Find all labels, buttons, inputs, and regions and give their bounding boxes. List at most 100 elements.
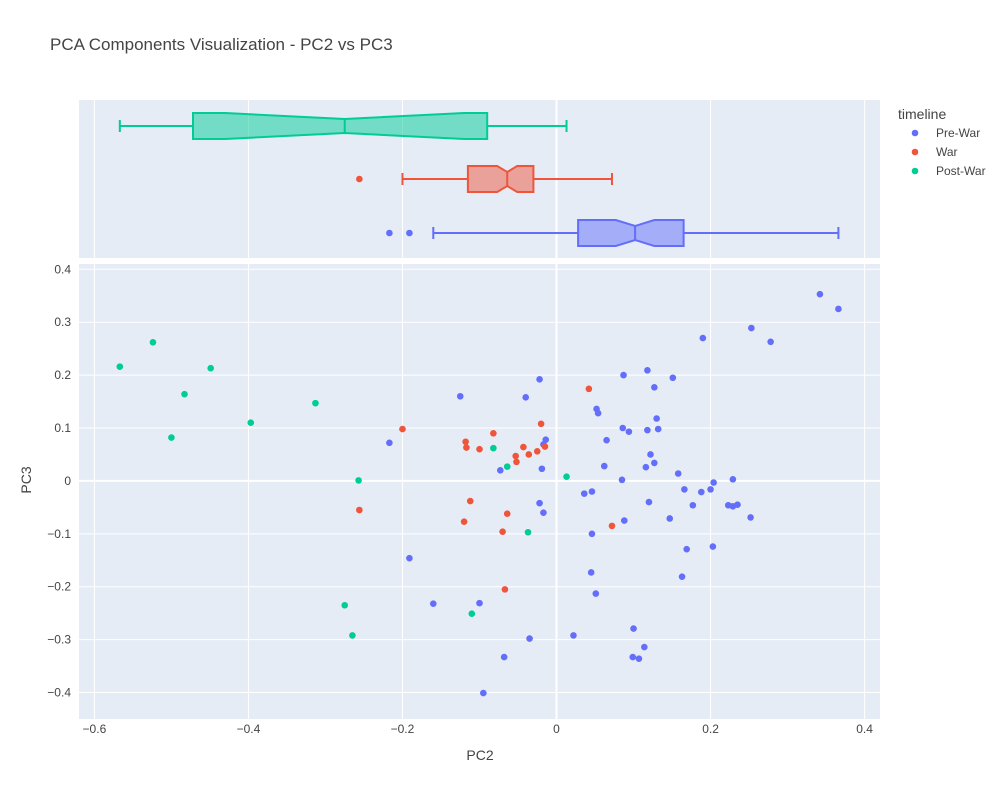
scatter-point <box>681 486 688 493</box>
scatter-point <box>698 488 705 496</box>
y-axis-ticks: −0.4 −0.3 −0.2 −0.1 0 0.1 0.2 0.3 0.4 <box>47 262 71 699</box>
scatter-plot-background <box>79 264 880 719</box>
y-tick-label: −0.1 <box>47 527 71 541</box>
scatter-point <box>600 462 608 470</box>
series-post-war <box>116 339 570 639</box>
legend-label: War <box>936 145 958 159</box>
scatter-point <box>349 632 356 639</box>
scatter-point <box>524 528 532 536</box>
scatter-point <box>341 601 349 609</box>
chart-title: PCA Components Visualization - PC2 vs PC… <box>50 35 393 54</box>
scatter-point <box>666 515 674 522</box>
scatter-point <box>580 490 588 497</box>
legend-marker <box>911 129 919 137</box>
scatter-point <box>651 459 658 467</box>
scatter-point <box>356 506 363 514</box>
scatter-point <box>710 479 717 486</box>
scatter-point <box>207 364 215 372</box>
scatter-point <box>588 488 596 495</box>
scatter-point <box>651 383 658 391</box>
y-tick-label: 0.4 <box>54 262 71 276</box>
y-tick-label: −0.2 <box>47 580 71 594</box>
scatter-point <box>585 385 593 393</box>
scatter-point <box>503 463 511 470</box>
scatter-point <box>734 501 741 509</box>
scatter-point <box>570 632 577 639</box>
scatter-point <box>355 477 362 484</box>
scatter-point <box>588 530 596 538</box>
scatter-points <box>116 290 842 697</box>
scatter-point <box>630 625 637 632</box>
scatter-point <box>499 528 506 536</box>
scatter-point <box>503 510 511 518</box>
scatter-point <box>835 305 842 313</box>
x-tick-label: 0.2 <box>702 722 719 736</box>
scatter-point <box>653 415 660 422</box>
scatter-point <box>541 443 549 450</box>
scatter-point <box>386 439 393 447</box>
scatter-point <box>709 543 717 550</box>
scatter-point <box>181 390 188 398</box>
scatter-point <box>537 420 545 428</box>
scatter-point <box>490 444 497 452</box>
scatter-plot-gridlines <box>79 264 880 719</box>
scatter-point <box>683 545 690 553</box>
scatter-point <box>641 643 648 651</box>
scatter-point <box>536 499 543 507</box>
y-tick-label: 0.2 <box>54 368 71 382</box>
scatter-point <box>644 426 651 434</box>
scatter-point <box>512 452 519 460</box>
x-tick-label: −0.2 <box>391 722 415 736</box>
y-tick-label: −0.3 <box>47 633 71 647</box>
scatter-point <box>620 371 627 379</box>
scatter-point <box>538 465 546 473</box>
y-tick-label: −0.4 <box>47 686 71 700</box>
scatter-point <box>247 419 255 427</box>
scatter-point <box>526 635 533 642</box>
scatter-point <box>767 338 774 346</box>
x-tick-label: −0.4 <box>237 722 261 736</box>
box-body <box>577 219 685 247</box>
scatter-point <box>625 428 633 436</box>
scatter-point <box>513 458 520 466</box>
scatter-point <box>816 290 824 298</box>
scatter-point <box>149 339 157 346</box>
x-axis-label: PC2 <box>466 747 493 763</box>
box-outlier <box>386 229 393 237</box>
scatter-point <box>406 554 413 562</box>
scatter-point <box>620 517 628 524</box>
box-outlier <box>406 229 413 237</box>
x-tick-label: 0.4 <box>856 722 873 736</box>
legend-marker <box>911 148 919 156</box>
scatter-point <box>674 470 682 477</box>
x-axis-ticks: −0.6 −0.4 −0.2 0 0.2 0.4 <box>83 722 874 736</box>
scatter-point <box>592 590 600 597</box>
scatter-point <box>533 447 541 455</box>
scatter-point <box>520 443 527 451</box>
scatter-point <box>669 374 677 382</box>
scatter-point <box>707 486 714 493</box>
scatter-point <box>635 655 643 662</box>
scatter-point <box>644 367 651 374</box>
scatter-point <box>594 409 602 417</box>
y-tick-label: 0.1 <box>54 421 71 435</box>
scatter-point <box>490 430 497 437</box>
box-body <box>192 112 489 140</box>
scatter-point <box>618 476 626 484</box>
scatter-point <box>116 363 124 370</box>
scatter-point <box>587 569 595 576</box>
scatter-point <box>468 610 476 618</box>
scatter-point <box>462 438 469 446</box>
scatter-point <box>312 399 319 407</box>
scatter-point <box>603 436 610 444</box>
legend-marker <box>911 167 919 175</box>
box-plot-marks <box>118 112 840 247</box>
scatter-point <box>563 473 570 480</box>
y-axis-label: PC3 <box>18 466 34 493</box>
box-pre-war <box>386 219 840 247</box>
scatter-point <box>747 514 754 521</box>
scatter-point <box>525 451 533 458</box>
x-tick-label: −0.6 <box>83 722 107 736</box>
scatter-point <box>456 392 464 400</box>
